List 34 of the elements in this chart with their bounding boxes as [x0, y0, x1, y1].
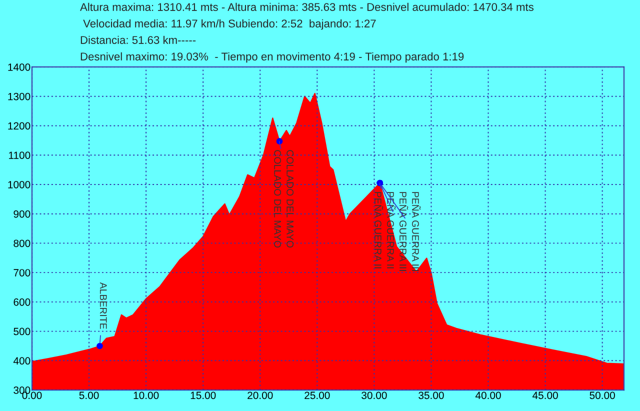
- y-tick-label: 400: [13, 357, 30, 365]
- y-tick-label: 800: [14, 240, 30, 248]
- x-tick-label: 25.00: [304, 392, 330, 400]
- annotation: COLLADO DEL MAYO: [286, 150, 294, 248]
- x-tick-label: 45.00: [532, 392, 558, 400]
- y-tick-label: 1000: [8, 180, 30, 188]
- text: Velocidad media: 11.97 km/h Subiendo: 2:52 bajando: 1:27: [83, 19, 376, 30]
- y-tick-label: 500: [14, 328, 30, 336]
- x-tick-label: 0.00: [22, 392, 42, 400]
- y-tick-label: 1200: [8, 122, 30, 130]
- annotation: PEÑA GUERRA II: [387, 192, 396, 268]
- annotation: PEÑA GUERRA III: [412, 192, 421, 271]
- text: Desnivel maximo: 19.03% - Tiempo en movimento 4:19 - Tiempo parado 1:19: [80, 52, 464, 63]
- y-tick-label: 900: [14, 210, 30, 218]
- y-tick-label: 300: [14, 386, 30, 394]
- text: Distancia: 51.63 km-----: [80, 36, 196, 44]
- x-tick-label: 30.00: [362, 392, 387, 400]
- y-tick-label: 600: [14, 298, 30, 306]
- y-tick-label: 700: [14, 269, 30, 276]
- y-tick-label: 1300: [8, 92, 30, 100]
- x-tick-label: 10.00: [134, 392, 159, 400]
- annotation: PEÑA GUERRA III: [400, 192, 408, 271]
- x-tick-label: 35.00: [418, 392, 444, 400]
- x-tick-label: 15.00: [190, 392, 216, 400]
- y-tick-label: 1100: [9, 152, 30, 159]
- x-tick-label: 20.00: [248, 392, 273, 400]
- x-tick-label: 50.00: [590, 392, 615, 400]
- x-tick-label: 5.00: [79, 392, 99, 400]
- annotation: ALBERITE: [100, 282, 107, 329]
- annotation: PEÑA GUERRA II: [374, 192, 384, 268]
- text: Altura maxima: 1310.41 mts - Altura minima: 385.63 mts - Desnivel acumulado: 1470.34 mts: [80, 2, 534, 11]
- x-tick-label: 40.00: [475, 392, 501, 400]
- y-tick-label: 1400: [8, 63, 30, 71]
- annotation: COLLADO DEL MAYO: [274, 150, 282, 248]
